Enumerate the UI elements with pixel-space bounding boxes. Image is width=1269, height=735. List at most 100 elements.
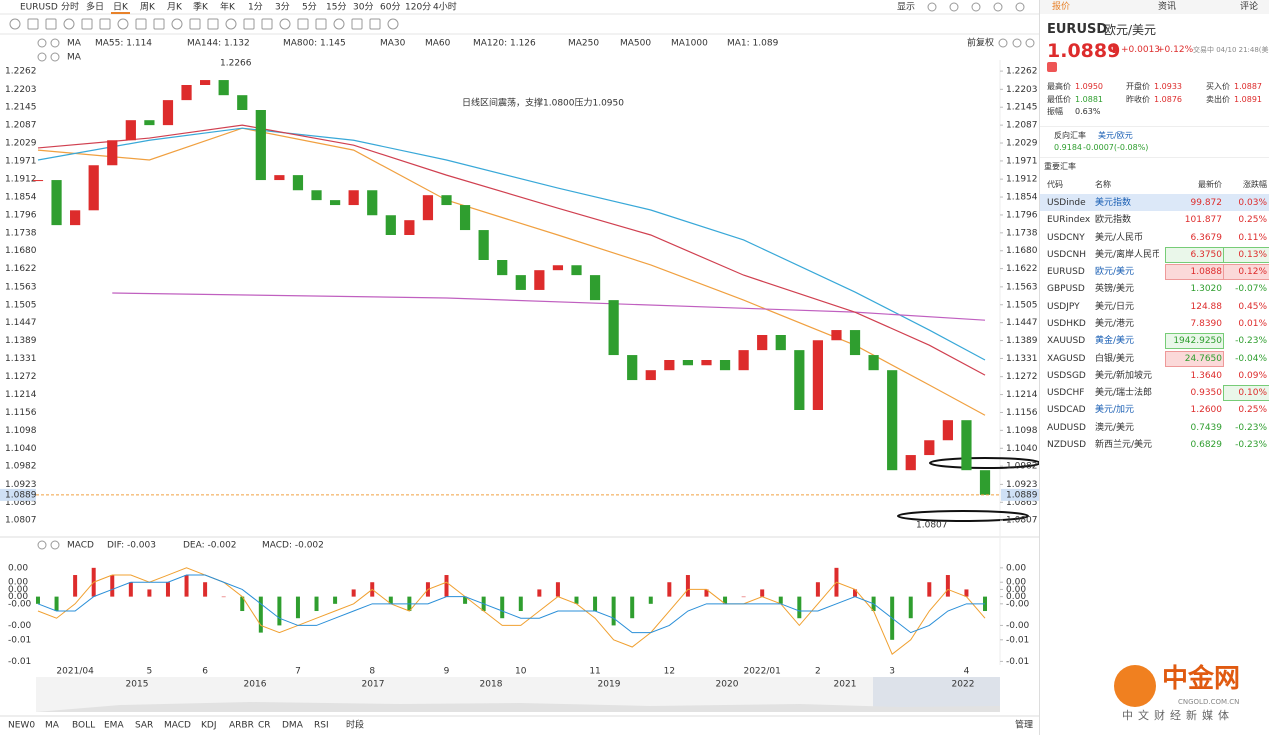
tool-icon[interactable] bbox=[369, 18, 381, 30]
indicator-tab[interactable]: RSI bbox=[314, 721, 329, 731]
indicator-tab[interactable]: CR bbox=[258, 721, 271, 731]
period-tab[interactable]: 季K bbox=[193, 1, 209, 13]
panel-tab[interactable]: 资讯 bbox=[1158, 2, 1177, 12]
tool-icon[interactable] bbox=[135, 18, 147, 30]
tool-icon[interactable] bbox=[351, 18, 363, 30]
period-tab[interactable]: 120分 bbox=[405, 2, 431, 13]
tool-icon[interactable] bbox=[9, 18, 21, 30]
tool-icon[interactable] bbox=[63, 18, 75, 30]
macd-bar bbox=[240, 596, 245, 612]
candle bbox=[515, 275, 526, 290]
tool-icon[interactable] bbox=[297, 18, 309, 30]
tool-icon[interactable] bbox=[261, 18, 273, 30]
period-tab[interactable]: 15分 bbox=[326, 2, 346, 13]
y-tick-label: 0.00 bbox=[1006, 592, 1026, 602]
tool-icon[interactable] bbox=[117, 18, 129, 30]
y-tick-label: 1.1622 bbox=[5, 264, 37, 274]
tool-icon[interactable] bbox=[171, 18, 183, 30]
table-header: 最新价 bbox=[1198, 180, 1222, 189]
candle bbox=[404, 220, 415, 235]
legend-entry: MA120: 1.126 bbox=[473, 39, 536, 49]
y-tick-label: 1.1912 bbox=[5, 175, 37, 185]
period-tab[interactable]: 1分 bbox=[248, 2, 263, 13]
candle bbox=[237, 95, 248, 110]
period-tab[interactable]: 5分 bbox=[302, 2, 317, 13]
row-code: USDinde bbox=[1047, 198, 1086, 208]
indicator-tab[interactable]: DMA bbox=[282, 721, 304, 731]
panel-tab[interactable]: 评论 bbox=[1240, 2, 1259, 12]
row-change: 0.10% bbox=[1238, 388, 1267, 399]
tool-icon[interactable] bbox=[27, 18, 39, 30]
tool-icon[interactable] bbox=[99, 18, 111, 30]
adjust-toggle[interactable]: 前复权 bbox=[967, 37, 994, 49]
x-tick-label: 4 bbox=[964, 667, 970, 677]
period-tab[interactable]: 多日 bbox=[86, 1, 104, 13]
row-name: 欧元指数 bbox=[1095, 215, 1132, 226]
macd-header: MACD bbox=[67, 541, 94, 551]
change: +0.0013 bbox=[1121, 45, 1161, 55]
candle bbox=[478, 230, 489, 260]
row-name: 澳元/美元 bbox=[1095, 422, 1135, 433]
tool-icon[interactable] bbox=[81, 18, 93, 30]
tool-icon[interactable] bbox=[243, 18, 255, 30]
tool-icon[interactable] bbox=[207, 18, 219, 30]
tool-icon[interactable] bbox=[225, 18, 237, 30]
indicator-tab[interactable]: ARBR bbox=[229, 721, 254, 731]
stat-label: 买入价 bbox=[1206, 82, 1230, 91]
period-tab[interactable]: 3分 bbox=[275, 2, 290, 13]
period-tab[interactable]: 60分 bbox=[380, 2, 400, 13]
candle bbox=[905, 455, 916, 471]
period-tab[interactable]: 月K bbox=[167, 2, 183, 13]
period-tab[interactable]: 周K bbox=[140, 2, 156, 13]
period-tab[interactable]: 日K bbox=[113, 2, 129, 13]
row-price: 6.3679 bbox=[1190, 232, 1223, 243]
period-tab[interactable]: 4小时 bbox=[433, 1, 457, 13]
y-tick-label: 1.1272 bbox=[5, 372, 37, 382]
candle bbox=[385, 215, 396, 235]
indicator-tab[interactable]: NEW0 bbox=[8, 721, 35, 731]
candle bbox=[794, 350, 805, 410]
last-price: 1.0889 bbox=[1047, 40, 1121, 62]
indicator-tab[interactable]: MA bbox=[45, 721, 60, 731]
tool-icon[interactable] bbox=[45, 18, 57, 30]
period-tab[interactable]: 分时 bbox=[61, 1, 79, 13]
period-tab[interactable]: 年K bbox=[220, 1, 236, 13]
stat-value: 1.0891 bbox=[1234, 94, 1262, 104]
indicator-tab[interactable]: SAR bbox=[135, 721, 153, 731]
overview-year: 2015 bbox=[126, 680, 149, 690]
stat-label: 最高价 bbox=[1047, 82, 1071, 91]
tool-icon[interactable] bbox=[387, 18, 399, 30]
y-tick-label: 1.1040 bbox=[1006, 444, 1038, 454]
chart-icon bbox=[1025, 38, 1035, 48]
panel-tab[interactable]: 报价 bbox=[1052, 2, 1071, 12]
tool-icon[interactable] bbox=[189, 18, 201, 30]
tool-icon[interactable] bbox=[315, 18, 327, 30]
tool-icon[interactable] bbox=[153, 18, 165, 30]
row-name: 美元/日元 bbox=[1095, 301, 1135, 312]
manage-button[interactable]: 管理 bbox=[1015, 719, 1033, 731]
display-menu[interactable]: 显示 bbox=[897, 2, 915, 13]
indicator-tab[interactable]: KDJ bbox=[201, 721, 217, 731]
settings-icon bbox=[37, 38, 47, 48]
y-tick-label: 1.0923 bbox=[1006, 480, 1038, 490]
row-price: 124.88 bbox=[1190, 301, 1223, 312]
legend-title: MA bbox=[67, 39, 82, 49]
x-tick-label: 7 bbox=[295, 667, 301, 677]
stat-value: 1.0876 bbox=[1154, 94, 1182, 104]
indicator-tab[interactable]: MACD bbox=[164, 721, 191, 731]
symbol: EURUSD bbox=[1047, 22, 1108, 37]
logo-domain: CNGOLD.COM.CN bbox=[1178, 698, 1240, 706]
indicator-tab[interactable]: BOLL bbox=[72, 721, 95, 731]
row-code: USDJPY bbox=[1047, 301, 1080, 312]
indicator-tab[interactable]: 时段 bbox=[346, 719, 364, 731]
row-code: USDCNY bbox=[1047, 232, 1085, 243]
indicator-tab[interactable]: EMA bbox=[104, 721, 124, 731]
y-tick-label: 1.1680 bbox=[1006, 246, 1038, 256]
value-box bbox=[1223, 385, 1269, 402]
y-tick-label: 1.0982 bbox=[1006, 462, 1038, 472]
tool-icon[interactable] bbox=[279, 18, 291, 30]
period-tab[interactable]: 30分 bbox=[353, 2, 373, 13]
tool-icon[interactable] bbox=[333, 18, 345, 30]
candle bbox=[459, 205, 471, 231]
y-tick-label: 1.1971 bbox=[1006, 156, 1038, 166]
